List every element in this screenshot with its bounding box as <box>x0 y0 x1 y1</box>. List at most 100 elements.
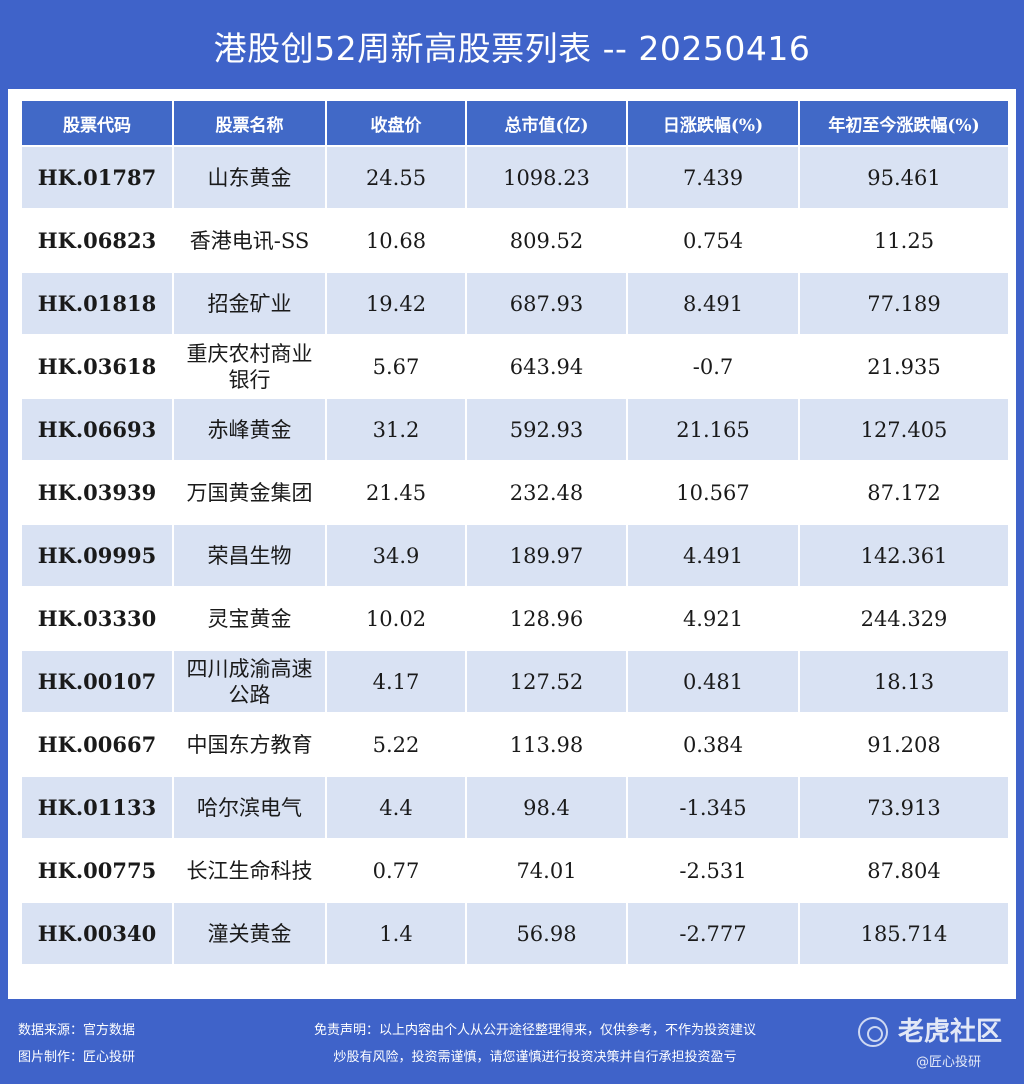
cell-stock-code: HK.03330 <box>22 588 172 649</box>
stock-table: 股票代码 股票名称 收盘价 总市值(亿) 日涨跌幅(%) 年初至今涨跌幅(%) … <box>20 99 1010 966</box>
cell-stock-name: 中国东方教育 <box>174 714 325 775</box>
cell-ytd-change: 11.25 <box>800 210 1008 271</box>
cell-close-price: 10.02 <box>327 588 465 649</box>
table-row: HK.00667 中国东方教育 5.22 113.98 0.384 91.208 <box>22 714 1008 775</box>
cell-market-cap: 128.96 <box>467 588 626 649</box>
cell-day-change: 0.754 <box>628 210 798 271</box>
cell-close-price: 4.17 <box>327 651 465 712</box>
footer: 数据来源：官方数据 图片制作：匠心投研 免责声明：以上内容由个人从公开途径整理得… <box>0 1003 1024 1084</box>
watermark-author: @匠心投研 <box>916 1055 982 1070</box>
table-row: HK.00340 潼关黄金 1.4 56.98 -2.777 185.714 <box>22 903 1008 964</box>
cell-stock-code: HK.01787 <box>22 147 172 208</box>
table-row: HK.03330 灵宝黄金 10.02 128.96 4.921 244.329 <box>22 588 1008 649</box>
cell-stock-name: 四川成渝高速公路 <box>174 651 325 712</box>
cell-day-change: 8.491 <box>628 273 798 334</box>
header-close: 收盘价 <box>327 101 465 145</box>
cell-day-change: 21.165 <box>628 399 798 460</box>
cell-stock-name: 潼关黄金 <box>174 903 325 964</box>
cell-day-change: 7.439 <box>628 147 798 208</box>
cell-stock-code: HK.00667 <box>22 714 172 775</box>
cell-market-cap: 113.98 <box>467 714 626 775</box>
cell-ytd-change: 95.461 <box>800 147 1008 208</box>
cell-stock-name: 招金矿业 <box>174 273 325 334</box>
cell-ytd-change: 185.714 <box>800 903 1008 964</box>
cell-day-change: 0.384 <box>628 714 798 775</box>
cell-stock-name: 香港电讯-SS <box>174 210 325 271</box>
table-row: HK.03618 重庆农村商业银行 5.67 643.94 -0.7 21.935 <box>22 336 1008 397</box>
cell-ytd-change: 73.913 <box>800 777 1008 838</box>
cell-ytd-change: 127.405 <box>800 399 1008 460</box>
cell-ytd-change: 87.804 <box>800 840 1008 901</box>
cell-stock-code: HK.00340 <box>22 903 172 964</box>
watermark-brand: 老虎社区 <box>898 1017 1003 1047</box>
risk-warning-text: 炒股有风险，投资需谨慎，请您谨慎进行投资决策并自行承担投资盈亏 <box>333 1050 737 1065</box>
cell-day-change: -1.345 <box>628 777 798 838</box>
table-row: HK.03939 万国黄金集团 21.45 232.48 10.567 87.172 <box>22 462 1008 523</box>
cell-close-price: 5.67 <box>327 336 465 397</box>
cell-stock-name: 重庆农村商业银行 <box>174 336 325 397</box>
cell-stock-name: 山东黄金 <box>174 147 325 208</box>
cell-market-cap: 98.4 <box>467 777 626 838</box>
tiger-logo-icon <box>858 1017 888 1047</box>
cell-day-change: 0.481 <box>628 651 798 712</box>
cell-market-cap: 74.01 <box>467 840 626 901</box>
table-row: HK.00775 长江生命科技 0.77 74.01 -2.531 87.804 <box>22 840 1008 901</box>
cell-market-cap: 592.93 <box>467 399 626 460</box>
watermark: 老虎社区 @匠心投研 <box>850 1009 1020 1079</box>
table-row: HK.09995 荣昌生物 34.9 189.97 4.491 142.361 <box>22 525 1008 586</box>
cell-market-cap: 687.93 <box>467 273 626 334</box>
cell-close-price: 34.9 <box>327 525 465 586</box>
cell-market-cap: 56.98 <box>467 903 626 964</box>
cell-stock-code: HK.00775 <box>22 840 172 901</box>
cell-market-cap: 809.52 <box>467 210 626 271</box>
cell-close-price: 21.45 <box>327 462 465 523</box>
header-day-change: 日涨跌幅(%) <box>628 101 798 145</box>
cell-stock-name: 长江生命科技 <box>174 840 325 901</box>
header-code: 股票代码 <box>22 101 172 145</box>
data-source-text: 数据来源：官方数据 <box>18 1023 136 1038</box>
cell-stock-code: HK.06823 <box>22 210 172 271</box>
table-body: HK.01787 山东黄金 24.55 1098.23 7.439 95.461 HK.06… <box>22 147 1008 964</box>
cell-ytd-change: 77.189 <box>800 273 1008 334</box>
cell-ytd-change: 21.935 <box>800 336 1008 397</box>
header-market-cap: 总市值(亿) <box>467 101 626 145</box>
cell-stock-name: 哈尔滨电气 <box>174 777 325 838</box>
table-row: HK.01818 招金矿业 19.42 687.93 8.491 77.189 <box>22 273 1008 334</box>
cell-day-change: 4.921 <box>628 588 798 649</box>
cell-ytd-change: 91.208 <box>800 714 1008 775</box>
cell-close-price: 24.55 <box>327 147 465 208</box>
cell-market-cap: 189.97 <box>467 525 626 586</box>
cell-close-price: 4.4 <box>327 777 465 838</box>
footer-center: 免责声明：以上内容由个人从公开途径整理得来，仅供参考，不作为投资建议 炒股有风险… <box>255 1017 815 1071</box>
table-row: HK.01133 哈尔滨电气 4.4 98.4 -1.345 73.913 <box>22 777 1008 838</box>
cell-stock-code: HK.09995 <box>22 525 172 586</box>
image-maker-text: 图片制作：匠心投研 <box>18 1050 136 1065</box>
cell-ytd-change: 142.361 <box>800 525 1008 586</box>
cell-day-change: 4.491 <box>628 525 798 586</box>
cell-market-cap: 1098.23 <box>467 147 626 208</box>
cell-stock-code: HK.03939 <box>22 462 172 523</box>
cell-close-price: 31.2 <box>327 399 465 460</box>
table-container: 股票代码 股票名称 收盘价 总市值(亿) 日涨跌幅(%) 年初至今涨跌幅(%) … <box>8 89 1016 999</box>
cell-day-change: -2.531 <box>628 840 798 901</box>
table-row: HK.00107 四川成渝高速公路 4.17 127.52 0.481 18.13 <box>22 651 1008 712</box>
table-row: HK.01787 山东黄金 24.55 1098.23 7.439 95.461 <box>22 147 1008 208</box>
cell-day-change: 10.567 <box>628 462 798 523</box>
cell-ytd-change: 244.329 <box>800 588 1008 649</box>
table-row: HK.06693 赤峰黄金 31.2 592.93 21.165 127.405 <box>22 399 1008 460</box>
cell-close-price: 10.68 <box>327 210 465 271</box>
cell-market-cap: 232.48 <box>467 462 626 523</box>
cell-market-cap: 643.94 <box>467 336 626 397</box>
table-header-row: 股票代码 股票名称 收盘价 总市值(亿) 日涨跌幅(%) 年初至今涨跌幅(%) <box>22 101 1008 145</box>
header-ytd-change: 年初至今涨跌幅(%) <box>800 101 1008 145</box>
table-row: HK.06823 香港电讯-SS 10.68 809.52 0.754 11.25 <box>22 210 1008 271</box>
header-name: 股票名称 <box>174 101 325 145</box>
cell-stock-name: 荣昌生物 <box>174 525 325 586</box>
cell-close-price: 5.22 <box>327 714 465 775</box>
cell-stock-code: HK.00107 <box>22 651 172 712</box>
page-title: 港股创52周新高股票列表 -- 20250416 <box>213 29 811 68</box>
cell-close-price: 0.77 <box>327 840 465 901</box>
cell-stock-code: HK.01133 <box>22 777 172 838</box>
cell-ytd-change: 18.13 <box>800 651 1008 712</box>
